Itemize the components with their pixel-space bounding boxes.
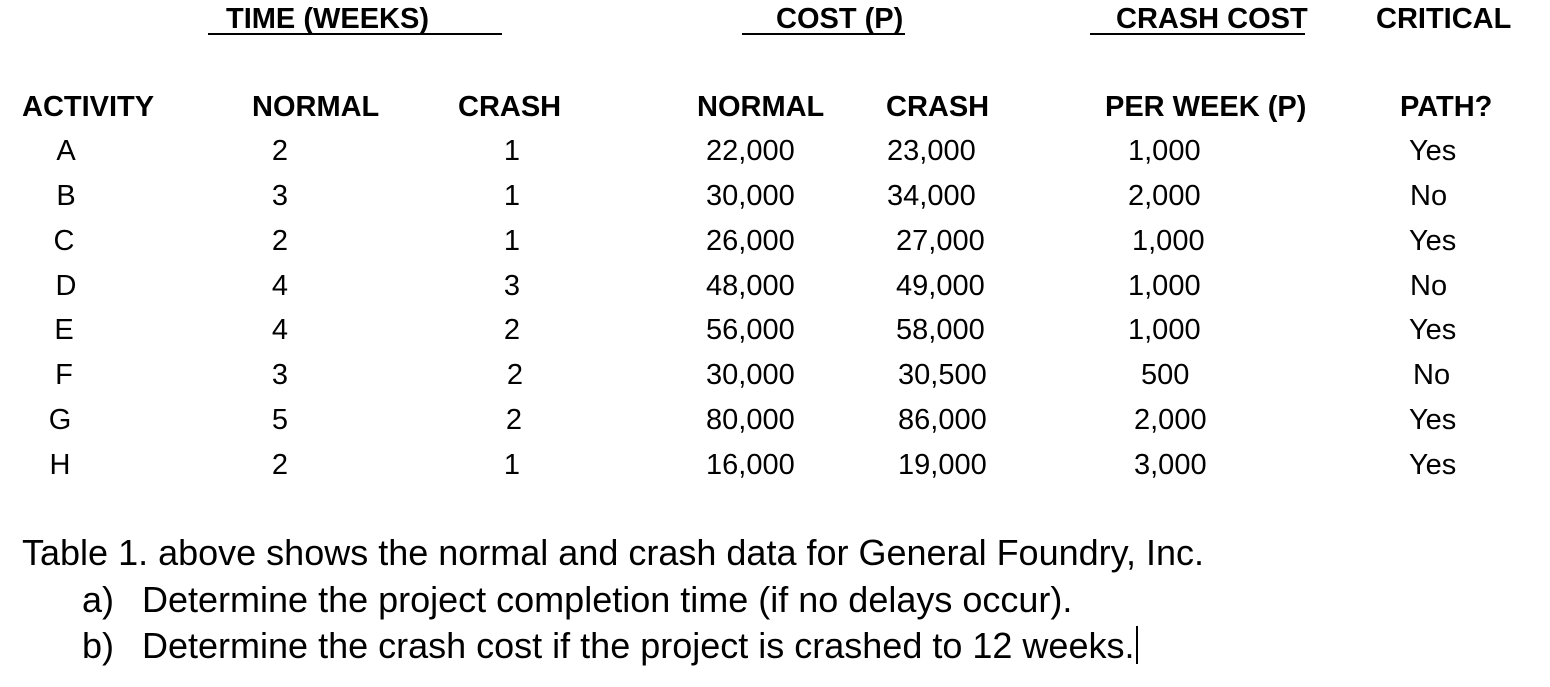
cell-cost-crash: 34,000 [887, 180, 976, 212]
item-b-line[interactable]: Determine the crash cost if the project … [142, 623, 1139, 669]
cell-cost-crash: 49,000 [896, 270, 985, 302]
header-time-weeks: TIME (WEEKS) [226, 3, 429, 35]
cell-per-week: 2,000 [1134, 404, 1207, 436]
header-activity: ACTIVITY [22, 91, 155, 123]
cell-activity: C [53, 225, 75, 257]
cell-cost-normal: 56,000 [706, 314, 795, 346]
cell-time-normal: 5 [271, 404, 289, 436]
cell-cost-normal: 30,000 [706, 359, 795, 391]
cell-cost-crash: 23,000 [887, 135, 976, 167]
cell-per-week: 1,000 [1132, 225, 1205, 257]
cell-time-normal: 3 [271, 359, 289, 391]
header-path: PATH? [1400, 91, 1493, 123]
cell-time-normal: 2 [271, 449, 289, 481]
cell-time-crash: 2 [503, 314, 521, 346]
header-time-crash: CRASH [458, 91, 562, 123]
cell-cost-normal: 16,000 [706, 449, 795, 481]
cell-activity: G [48, 404, 72, 436]
cell-critical: Yes [1409, 225, 1457, 257]
cell-time-crash: 2 [505, 404, 523, 436]
cell-cost-crash: 58,000 [896, 314, 985, 346]
cell-activity: E [54, 314, 74, 346]
cell-per-week: 500 [1141, 359, 1190, 391]
intro-text: Table 1. above shows the normal and cras… [22, 532, 1204, 573]
cell-critical: No [1410, 180, 1448, 212]
cell-activity: B [56, 180, 76, 212]
cell-time-normal: 4 [271, 314, 289, 346]
cell-cost-normal: 48,000 [706, 270, 795, 302]
text-cursor [1136, 626, 1139, 664]
cell-activity: F [55, 359, 73, 391]
underline-crash-cost [1090, 33, 1305, 35]
item-a-marker: a) [82, 579, 115, 620]
cell-activity: A [56, 135, 76, 167]
cell-cost-normal: 30,000 [706, 180, 795, 212]
cell-time-normal: 2 [271, 135, 289, 167]
header-cost-normal: NORMAL [697, 91, 825, 123]
header-cost: COST (P) [776, 3, 904, 35]
cell-cost-crash: 86,000 [898, 404, 987, 436]
cell-critical: Yes [1409, 135, 1457, 167]
cell-time-crash: 1 [503, 449, 521, 481]
cell-time-crash: 1 [503, 180, 521, 212]
cell-critical: No [1410, 270, 1448, 302]
cell-per-week: 1,000 [1128, 135, 1201, 167]
cell-activity: D [55, 270, 77, 302]
header-time-normal: NORMAL [252, 91, 380, 123]
cell-cost-normal: 22,000 [706, 135, 795, 167]
cell-cost-normal: 26,000 [706, 225, 795, 257]
cell-critical: Yes [1409, 449, 1457, 481]
item-a-text: Determine the project completion time (i… [142, 579, 1073, 620]
cell-per-week: 1,000 [1128, 314, 1201, 346]
cell-per-week: 3,000 [1134, 449, 1207, 481]
cell-activity: H [49, 449, 71, 481]
header-per-week: PER WEEK (P) [1105, 91, 1307, 123]
item-b-marker: b) [82, 625, 115, 666]
item-b-text: Determine the crash cost if the project … [142, 625, 1135, 666]
cell-time-crash: 2 [506, 359, 524, 391]
cell-time-crash: 3 [503, 270, 521, 302]
underline-cost [742, 33, 905, 35]
cell-critical: Yes [1409, 404, 1457, 436]
cell-per-week: 2,000 [1128, 180, 1201, 212]
underline-time [208, 33, 502, 35]
cell-critical: No [1413, 359, 1451, 391]
cell-cost-crash: 27,000 [896, 225, 985, 257]
cell-time-normal: 2 [271, 225, 289, 257]
cell-cost-normal: 80,000 [706, 404, 795, 436]
cell-per-week: 1,000 [1128, 270, 1201, 302]
header-critical: CRITICAL [1376, 3, 1512, 35]
cell-time-crash: 1 [503, 135, 521, 167]
cell-time-crash: 1 [503, 225, 521, 257]
header-crash-cost: CRASH COST [1116, 3, 1308, 35]
cell-cost-crash: 19,000 [898, 449, 987, 481]
cell-time-normal: 4 [271, 270, 289, 302]
cell-critical: Yes [1409, 314, 1457, 346]
header-cost-crash: CRASH [886, 91, 990, 123]
cell-time-normal: 3 [271, 180, 289, 212]
cell-cost-crash: 30,500 [898, 359, 987, 391]
